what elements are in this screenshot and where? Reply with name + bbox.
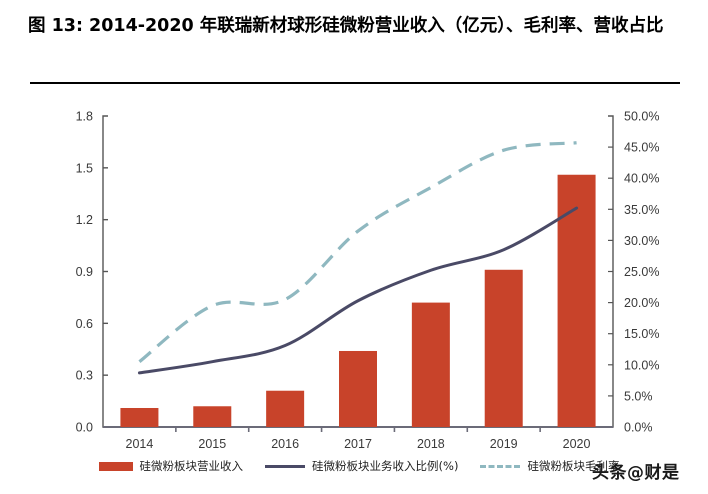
right-axis-tick-label: 30.0%	[624, 234, 659, 248]
left-axis-tick-label: 0.9	[76, 265, 93, 279]
bar-2018[interactable]	[411, 302, 450, 427]
legend-label: 硅微粉板块营业收入	[139, 459, 244, 473]
bar-2014[interactable]	[120, 407, 159, 427]
left-axis-tick-label: 1.2	[76, 213, 93, 227]
bar-2016[interactable]	[266, 390, 305, 427]
x-axis-tick-label: 2018	[417, 437, 445, 451]
legend-item[interactable]: 硅微粉板块毛利率	[480, 458, 619, 474]
x-axis-tick-label: 2017	[344, 437, 372, 451]
combo-chart: 1.8 1.5 1.2 0.9 0.6 0.3 0.0 50.0% 45.0% 40.0% 35.0…	[76, 110, 660, 452]
gross-margin-line[interactable]	[138, 141, 577, 363]
right-axis-tick-label: 5.0%	[624, 389, 653, 403]
bar-2020[interactable]	[557, 174, 596, 427]
left-axis-tick-label: 1.5	[76, 161, 93, 175]
right-axis-tick-label: 25.0%	[624, 265, 659, 279]
bar-2015[interactable]	[193, 406, 232, 427]
right-axis-tick-label: 35.0%	[624, 203, 659, 217]
legend-label: 硅微粉板块业务收入比例(%)	[312, 459, 459, 473]
right-axis-tick-label: 45.0%	[624, 141, 659, 155]
bar-2017[interactable]	[339, 350, 377, 427]
bar-2019[interactable]	[484, 269, 523, 427]
left-axis-tick-label: 1.8	[76, 110, 93, 124]
chart-container: 1.8 1.5 1.2 0.9 0.6 0.3 0.0 50.0% 45.0% 40.0% 35.0…	[0, 100, 708, 452]
left-axis-tick-label: 0.3	[76, 369, 93, 383]
title-divider	[30, 82, 680, 84]
legend-item[interactable]: 硅微粉板块营业收入	[98, 458, 244, 474]
left-axis-tick-label: 0.0	[76, 421, 93, 435]
x-axis-tick-label: 2015	[198, 437, 226, 451]
page-title: 图 13: 2014-2020 年联瑞新材球形硅微粉营业收入（亿元）、毛利率、营…	[28, 16, 664, 36]
legend-dashed-line-swatch-icon	[480, 464, 521, 468]
legend-bar-swatch-icon	[98, 461, 133, 471]
chart-legend: 硅微粉板块营业收入 硅微粉板块业务收入比例(%) 硅微粉板块毛利率	[0, 458, 708, 494]
legend-solid-line-swatch-icon	[265, 464, 306, 468]
right-axis-tick-label: 0.0%	[624, 421, 653, 435]
legend-item[interactable]: 硅微粉板块业务收入比例(%)	[265, 458, 458, 474]
right-axis-tick-label: 20.0%	[624, 296, 659, 310]
right-axis-tick-label: 40.0%	[624, 172, 659, 186]
x-axis-tick-label: 2014	[126, 437, 154, 451]
x-axis-tick-label: 2019	[490, 437, 518, 451]
figure-title: 图 13: 2014-2020 年联瑞新材球形硅微粉营业收入（亿元）、毛利率、营…	[28, 14, 680, 40]
right-axis-tick-label: 15.0%	[624, 327, 659, 341]
right-axis-tick-label: 50.0%	[624, 110, 659, 124]
revenue-share-line[interactable]	[137, 206, 579, 375]
right-axis-tick-label: 10.0%	[624, 358, 659, 372]
x-axis-tick-label: 2016	[271, 437, 299, 451]
legend-label: 硅微粉板块毛利率	[527, 459, 620, 473]
x-axis-tick-label: 2020	[563, 437, 591, 451]
left-axis-tick-label: 0.6	[76, 317, 93, 331]
